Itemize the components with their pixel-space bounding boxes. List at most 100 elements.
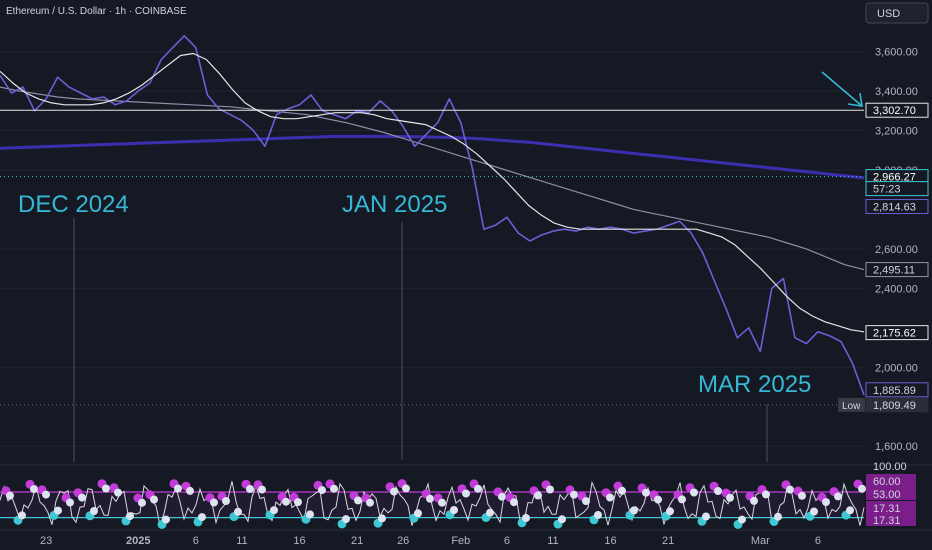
rsi-tick-label: 53.00 [873, 489, 901, 501]
price-series [0, 34, 865, 396]
rsi-dot-light [306, 510, 314, 519]
currency-button[interactable]: USD [865, 2, 929, 24]
time-tick-label: 21 [662, 535, 674, 547]
time-tick-label: 6 [504, 535, 510, 547]
rsi-dot-light [546, 485, 554, 494]
rsi-dot-light [198, 513, 206, 522]
time-tick-label: 16 [604, 535, 616, 547]
rsi-dot-light [210, 498, 218, 507]
time-tick-label: 11 [236, 535, 247, 547]
price-label: 2,175.62 [873, 328, 916, 340]
rsi-dot-light [378, 514, 386, 523]
rsi-dot-light [786, 485, 794, 494]
rsi-dot-light [666, 507, 674, 516]
rsi-dot-light [582, 497, 590, 506]
rsi-dot-light [690, 488, 698, 497]
rsi-dot-light [150, 495, 158, 504]
rsi-dot-light [102, 484, 110, 493]
rsi-dot-light [18, 511, 26, 520]
rsi-dot-light [834, 492, 842, 501]
rsi-dot-light [510, 498, 518, 507]
rsi-dot-light [726, 493, 734, 502]
rsi-dot-light [474, 484, 482, 493]
rsi-dot-light [750, 496, 758, 505]
rsi-dot-light [426, 494, 434, 503]
price-tick-label: 3,400.00 [875, 86, 918, 98]
rsi-dot-light [798, 491, 806, 500]
rsi-dot-light [126, 512, 134, 521]
rsi-dot-light [282, 497, 290, 506]
rsi-dot-light [678, 495, 686, 504]
price-label-box [865, 181, 929, 197]
rsi-dot-light [762, 490, 770, 499]
level-lines [0, 109, 864, 406]
rsi-dot-light [558, 515, 566, 524]
rsi-dot-light [402, 484, 410, 493]
price-label-box [865, 382, 929, 398]
time-tick-label: 21 [351, 535, 363, 547]
rsi-dot-light [138, 498, 146, 507]
rsi-dot-light [162, 515, 170, 524]
rsi-dot-light [90, 507, 98, 515]
price-label-box [865, 262, 929, 278]
rsi-dot-light [366, 498, 374, 507]
price-label-box [865, 325, 929, 341]
time-tick-label: 16 [293, 535, 305, 547]
rsi-dot-light [498, 492, 506, 501]
rsi-dot-light [174, 484, 182, 493]
price-label: 2,814.63 [873, 202, 916, 214]
rsi-dot-light [66, 498, 74, 507]
rsi-label-box [866, 501, 916, 514]
price-label-box [865, 199, 929, 215]
rsi-dot-light [258, 485, 266, 494]
annotation-dec-2024: DEC 2024 [18, 191, 129, 218]
rsi-dot-light [534, 491, 542, 500]
time-tick-label: 23 [40, 535, 52, 547]
rsi-dot-light [618, 486, 626, 495]
rsi-dot-light [738, 515, 746, 524]
time-tick-label: 6 [193, 535, 199, 547]
rsi-dot-light [702, 512, 710, 521]
rsi-dot-light [54, 506, 62, 515]
price-label-box [865, 397, 929, 413]
price-label-box [865, 102, 929, 118]
price-label: 57:23 [873, 184, 901, 196]
rsi-dot-light [270, 506, 278, 515]
rsi-dot-light [450, 506, 458, 514]
price-label: 2,966.27 [873, 172, 916, 184]
rsi-dot-light [486, 508, 494, 517]
rsi-dot-light [234, 507, 242, 516]
rsi-dot-light [294, 498, 302, 507]
rsi-dot-light [42, 490, 50, 499]
time-tick-label: 6 [815, 535, 821, 547]
ma-white-series [0, 52, 865, 333]
rsi-label-box [866, 487, 916, 500]
arrow-annotation [821, 71, 863, 107]
price-label: 1,885.89 [873, 385, 916, 397]
rsi-dot-light [318, 486, 326, 495]
time-tick-label: 26 [397, 535, 409, 547]
time-tick-label: 11 [547, 535, 558, 547]
rsi-dot-light [342, 515, 350, 524]
rsi-label-box [866, 474, 916, 487]
rsi-dot-light [606, 493, 614, 502]
rsi-dot-light [114, 488, 122, 497]
rsi-line [0, 480, 865, 528]
low-tag-box [838, 397, 865, 412]
symbol-title: Ethereum / U.S. Dollar · 1h · COINBASE [6, 6, 187, 17]
rsi-dot-light [186, 486, 194, 495]
rsi-tick-label: 17.31 [873, 503, 901, 515]
price-tick-label: 1,600.00 [875, 441, 918, 453]
rsi-dot-light [414, 509, 422, 518]
rsi-dot-light [594, 511, 602, 519]
price-tick-label: 2,400.00 [875, 283, 918, 295]
time-tick-label: 2025 [126, 535, 150, 547]
rsi-dot-light [714, 487, 722, 495]
rsi-tick-label: 60.00 [873, 476, 901, 488]
rsi-tick-label: 17.31 [873, 515, 901, 527]
rsi-dot-light [438, 498, 446, 507]
price-label: 1,809.49 [873, 400, 916, 412]
